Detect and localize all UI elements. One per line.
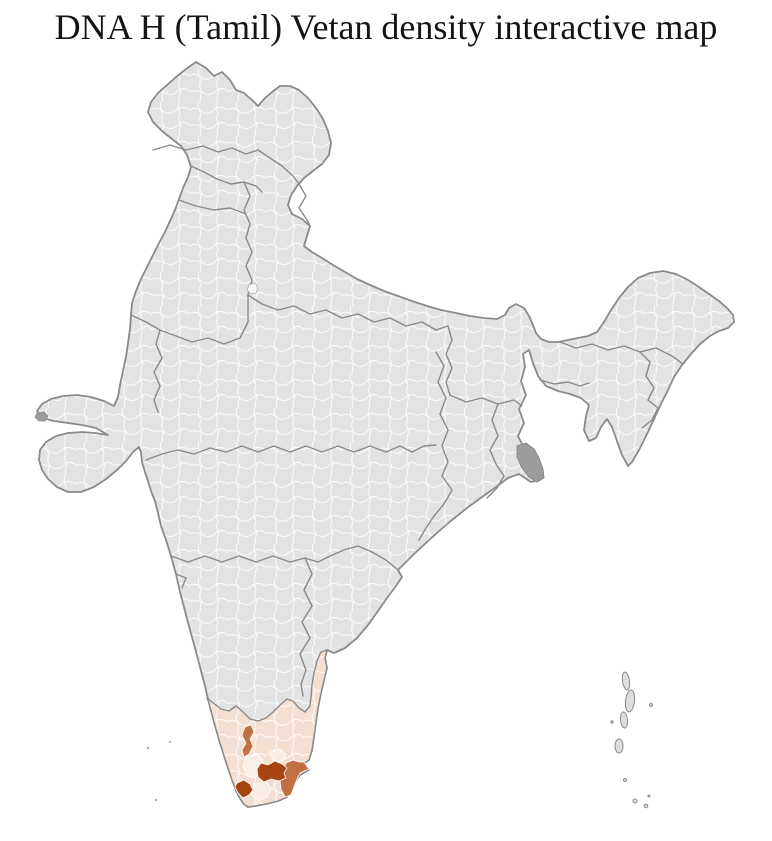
state-border-line [298, 183, 311, 227]
island-chain-east [610, 671, 653, 809]
district-high-density-inland[interactable] [256, 760, 288, 783]
page-title: DNA H (Tamil) Vetan density interactive … [54, 7, 718, 47]
state-border-line [418, 475, 453, 541]
island[interactable] [632, 798, 638, 804]
island[interactable] [647, 794, 651, 798]
state-border-line [486, 463, 505, 499]
district-trace-density-north[interactable] [246, 282, 259, 295]
india-landmass[interactable] [36, 61, 735, 808]
state-border-line [159, 294, 249, 345]
south-density-region [206, 649, 328, 808]
state-border-line [641, 399, 659, 429]
state-border-line [247, 294, 449, 331]
state-border-line [299, 557, 313, 697]
district-faint-density[interactable] [269, 748, 287, 763]
state-border-line [243, 181, 253, 296]
state-borders [130, 144, 684, 798]
district-medium-density-west-strip[interactable] [241, 724, 255, 758]
state-border-line [152, 144, 300, 185]
state-border-line [449, 394, 523, 407]
island[interactable] [154, 798, 158, 802]
state-border-line [190, 165, 263, 193]
state-border-line [539, 379, 590, 387]
island[interactable] [610, 720, 614, 724]
district-high-density-southwest-tip[interactable] [234, 779, 254, 799]
island-dots-west [146, 741, 171, 802]
island[interactable] [146, 746, 150, 750]
special-districts [34, 282, 545, 483]
district-faint-density[interactable] [251, 781, 272, 802]
state-border-line [145, 444, 437, 461]
island[interactable] [621, 671, 631, 691]
state-border-line [170, 555, 331, 563]
state-border-line [329, 545, 399, 571]
island[interactable] [614, 738, 624, 754]
island[interactable] [624, 689, 636, 713]
island[interactable] [649, 703, 653, 707]
district-dark-gray-delta[interactable] [516, 442, 545, 483]
state-border-line [639, 351, 655, 401]
state-border-line [445, 325, 453, 396]
state-border-line [559, 341, 684, 365]
state-border-line [175, 573, 187, 589]
island[interactable] [623, 778, 627, 782]
state-border-line [489, 403, 499, 465]
island[interactable] [643, 803, 649, 809]
state-border-line [435, 351, 449, 477]
state-border-line [178, 199, 247, 215]
island[interactable] [169, 741, 171, 743]
district-dark-gray-west-island[interactable] [34, 411, 49, 422]
district-medium-density-southeast-coast[interactable] [279, 759, 310, 798]
state-border-line [130, 314, 163, 413]
island[interactable] [619, 711, 629, 729]
